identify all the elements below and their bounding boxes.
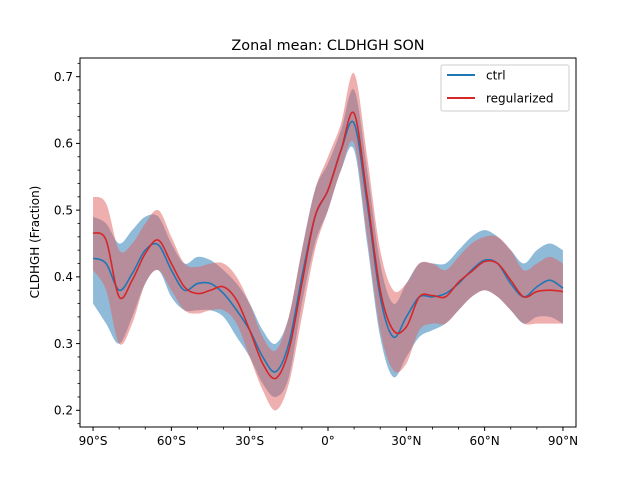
legend: ctrl regularized bbox=[440, 64, 570, 112]
y-axis-label: CLDHGH (Fraction) bbox=[28, 186, 42, 299]
y-tick-label: 0.6 bbox=[54, 137, 73, 151]
x-tick-label: 90°S bbox=[79, 434, 108, 448]
y-tick-label: 0.3 bbox=[54, 337, 73, 351]
chart-title: Zonal mean: CLDHGH SON bbox=[231, 38, 424, 54]
series-line-regularized bbox=[92, 111, 564, 380]
series-lines bbox=[92, 111, 564, 380]
y-tick-label: 0.2 bbox=[54, 404, 73, 418]
y-tick-label: 0.7 bbox=[54, 70, 73, 84]
legend-label-ctrl: ctrl bbox=[486, 69, 506, 83]
y-tick-label: 0.4 bbox=[54, 270, 73, 284]
x-axis-ticks: 90°S 60°S 30°S 0° 30°N 60°N 90°N bbox=[79, 427, 578, 448]
x-tick-label: 90°N bbox=[548, 434, 578, 448]
legend-label-regularized: regularized bbox=[486, 92, 554, 106]
x-tick-label: 0° bbox=[321, 434, 335, 448]
y-axis-ticks: 0.2 0.3 0.4 0.5 0.6 0.7 bbox=[54, 62, 80, 425]
y-tick-label: 0.5 bbox=[54, 203, 73, 217]
x-tick-label: 60°N bbox=[470, 434, 500, 448]
x-tick-label: 30°N bbox=[391, 434, 421, 448]
x-tick-label: 60°S bbox=[157, 434, 186, 448]
legend-box bbox=[440, 64, 570, 112]
confidence-bands bbox=[93, 72, 563, 411]
x-tick-label: 30°S bbox=[235, 434, 264, 448]
